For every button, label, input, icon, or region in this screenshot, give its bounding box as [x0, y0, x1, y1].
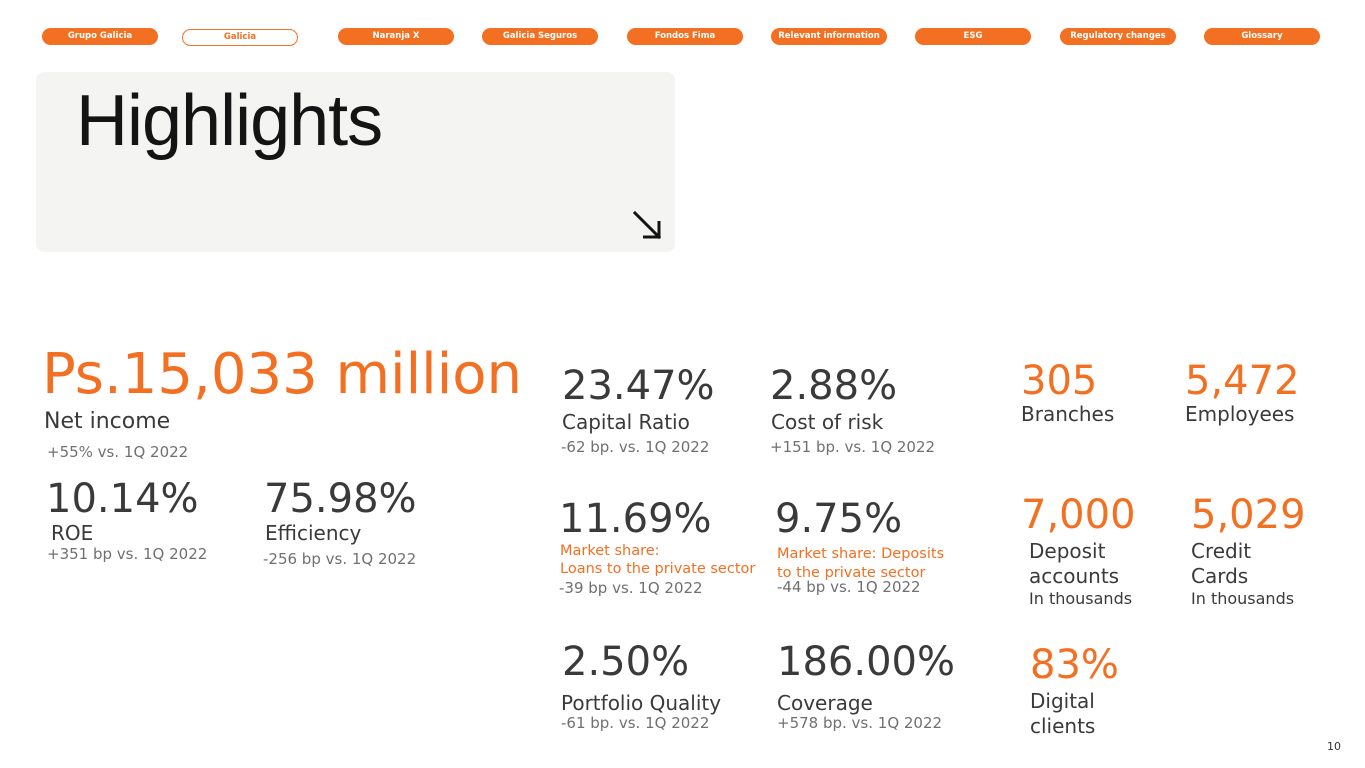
nav-esg[interactable]: ESG — [915, 28, 1031, 45]
capital-ratio-value: 23.47% — [562, 363, 715, 409]
arrow-down-right-icon — [632, 210, 662, 240]
coverage-change: +578 bp. vs. 1Q 2022 — [777, 714, 943, 732]
nav-regulatory-changes[interactable]: Regulatory changes — [1060, 28, 1176, 45]
branches-label: Branches — [1021, 402, 1115, 426]
net-income-value: Ps.15,033 million — [42, 342, 523, 407]
digital-clients-label-2: clients — [1030, 714, 1096, 738]
nav-galicia[interactable]: Galicia — [182, 29, 298, 46]
employees-value: 5,472 — [1185, 358, 1300, 404]
coverage-value: 186.00% — [777, 639, 955, 685]
loans-share-change: -39 bp vs. 1Q 2022 — [559, 579, 703, 597]
nav-glossary[interactable]: Glossary — [1204, 28, 1320, 45]
deposits-share-value: 9.75% — [775, 496, 903, 542]
title-card: Highlights — [36, 72, 675, 252]
deposit-accounts-label-1: Deposit — [1029, 539, 1106, 563]
efficiency-change: -256 bp vs. 1Q 2022 — [263, 550, 417, 568]
credit-cards-label-2: Cards — [1191, 564, 1249, 588]
capital-ratio-label: Capital Ratio — [562, 410, 690, 434]
net-income-label: Net income — [44, 409, 171, 434]
portfolio-quality-change: -61 bp. vs. 1Q 2022 — [561, 714, 710, 732]
capital-ratio-change: -62 bp. vs. 1Q 2022 — [561, 438, 710, 456]
nav-relevant-information[interactable]: Relevant information — [771, 28, 887, 45]
credit-cards-label-1: Credit — [1191, 539, 1252, 563]
coverage-label: Coverage — [777, 691, 873, 715]
credit-cards-value: 5,029 — [1191, 492, 1306, 538]
deposits-share-change: -44 bp vs. 1Q 2022 — [777, 578, 921, 596]
nav-grupo-galicia[interactable]: Grupo Galicia — [42, 28, 158, 45]
digital-clients-label-1: Digital — [1030, 689, 1095, 713]
efficiency-value: 75.98% — [264, 476, 417, 522]
cost-of-risk-change: +151 bp. vs. 1Q 2022 — [770, 438, 936, 456]
cost-of-risk-value: 2.88% — [770, 363, 898, 409]
portfolio-quality-value: 2.50% — [562, 639, 690, 685]
deposit-accounts-unit: In thousands — [1029, 589, 1133, 608]
cost-of-risk-label: Cost of risk — [771, 410, 884, 434]
deposits-share-label-1: Market share: Deposits — [777, 546, 945, 562]
net-income-change: +55% vs. 1Q 2022 — [47, 443, 189, 461]
loans-share-label-1: Market share: — [560, 543, 660, 559]
digital-clients-value: 83% — [1030, 642, 1119, 688]
page-number: 10 — [1327, 740, 1341, 753]
deposit-accounts-value: 7,000 — [1021, 492, 1136, 538]
efficiency-label: Efficiency — [265, 521, 362, 545]
roe-value: 10.14% — [46, 476, 199, 522]
page-title: Highlights — [76, 81, 383, 161]
nav-naranja-x[interactable]: Naranja X — [338, 28, 454, 45]
roe-change: +351 bp vs. 1Q 2022 — [47, 545, 208, 563]
employees-label: Employees — [1185, 402, 1295, 426]
nav-fondos-fima[interactable]: Fondos Fima — [627, 28, 743, 45]
deposit-accounts-label-2: accounts — [1029, 564, 1120, 588]
loans-share-value: 11.69% — [559, 496, 712, 542]
nav-galicia-seguros[interactable]: Galicia Seguros — [482, 28, 598, 45]
credit-cards-unit: In thousands — [1191, 589, 1295, 608]
loans-share-label-2: Loans to the private sector — [560, 561, 756, 577]
portfolio-quality-label: Portfolio Quality — [561, 691, 722, 715]
deposits-share-label-2: to the private sector — [777, 565, 926, 581]
branches-value: 305 — [1021, 358, 1098, 404]
roe-label: ROE — [51, 521, 94, 545]
